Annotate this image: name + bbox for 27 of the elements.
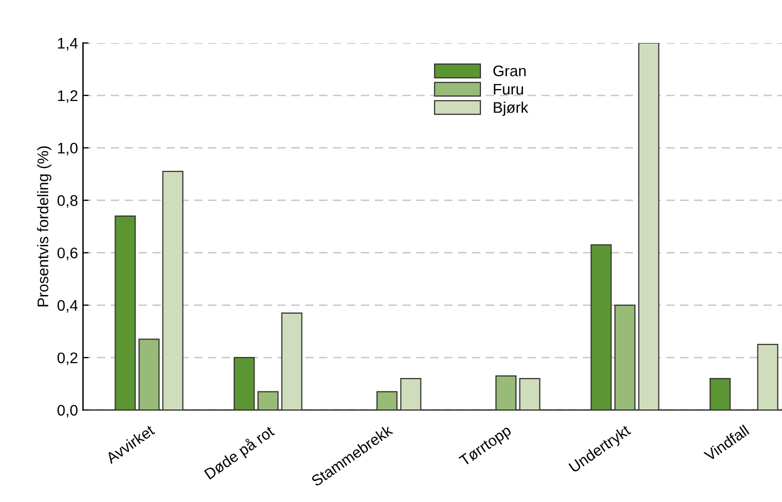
y-tick-label: 1,0 [58,142,78,156]
legend-label: Gran [493,65,526,76]
bar [614,304,636,410]
bar [495,375,517,410]
bar [638,43,660,410]
bar [590,244,612,410]
bar [281,312,302,410]
bar [400,378,422,410]
legend-label: Furu [494,84,524,95]
y-tick-label: 1,4 [58,38,78,50]
bar [138,338,160,410]
bar [710,378,731,410]
bar [757,344,778,410]
legend-label: Bjørk [494,102,528,116]
bar [257,391,279,410]
bar [234,357,255,410]
bar [162,170,184,410]
y-tick-label: 0,2 [58,352,78,366]
bar [376,391,398,410]
y-tick-label: 1,2 [58,90,78,103]
bar [114,215,136,410]
y-tick-label: 0,8 [58,195,78,208]
bar [519,378,540,410]
y-axis-title: Prosentvis fordeling (%) [37,146,52,306]
y-tick-label: 0,4 [58,300,78,313]
y-tick-label: 0,6 [58,248,78,260]
y-tick-label: 0,0 [58,404,78,418]
